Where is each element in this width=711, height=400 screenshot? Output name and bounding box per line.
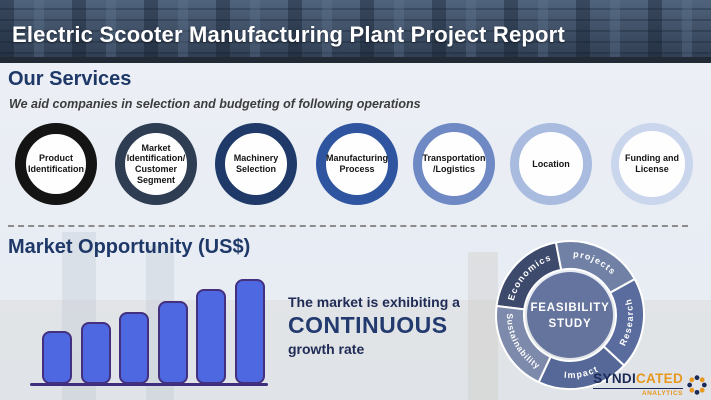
services-heading: Our Services bbox=[8, 68, 132, 90]
growth-bar bbox=[80, 322, 111, 384]
service-circle: Market Identification/ Customer Segment bbox=[115, 123, 197, 205]
logo-word-part1: SYNDI bbox=[593, 371, 636, 387]
section-divider bbox=[8, 225, 688, 227]
donut-center-circle bbox=[527, 272, 613, 358]
growth-bar bbox=[119, 312, 149, 384]
growth-bar bbox=[157, 301, 188, 384]
service-circle: Transportation /Logistics bbox=[413, 123, 495, 205]
background-chimney bbox=[468, 252, 498, 400]
growth-statement: The market is exhibiting a CONTINUOUS gr… bbox=[288, 294, 460, 357]
service-circle-label: Manufacturing Process bbox=[326, 153, 388, 174]
donut-center-line1: FEASIBILITY bbox=[530, 302, 609, 314]
page-title: Electric Scooter Manufacturing Plant Pro… bbox=[12, 22, 565, 47]
service-circle-label: Market Identification/ Customer Segment bbox=[126, 142, 186, 185]
service-circle-label: Location bbox=[532, 158, 570, 169]
service-circle-label: Transportation /Logistics bbox=[422, 153, 486, 174]
growth-bar bbox=[42, 331, 72, 384]
logo-globe-icon bbox=[687, 374, 707, 395]
growth-statement-line1: The market is exhibiting a bbox=[288, 294, 460, 310]
service-circle: Product Identification bbox=[15, 123, 97, 205]
header-banner: Electric Scooter Manufacturing Plant Pro… bbox=[0, 0, 711, 63]
logo-wordmark: SYNDICATED bbox=[593, 371, 683, 389]
feasibility-donut: Economics projects Research Impact Susta… bbox=[495, 240, 645, 390]
service-circle-label: Machinery Selection bbox=[233, 153, 279, 174]
service-circle-label: Product Identification bbox=[28, 153, 84, 174]
growth-bar bbox=[234, 279, 265, 384]
growth-bar-chart bbox=[30, 266, 268, 386]
chart-baseline bbox=[30, 383, 268, 386]
service-circle: Funding and License bbox=[611, 123, 693, 205]
service-circle: Machinery Selection bbox=[215, 123, 297, 205]
service-circle: Location bbox=[510, 123, 592, 205]
logo-word-part2: CATED bbox=[636, 371, 683, 387]
logo-subtext: ANALYTICS bbox=[641, 390, 683, 397]
growth-statement-emphasis: CONTINUOUS bbox=[288, 312, 448, 338]
donut-segment-sustainability bbox=[495, 304, 552, 384]
market-heading: Market Opportunity (US$) bbox=[8, 236, 251, 258]
service-circle-label: Funding and License bbox=[625, 153, 679, 174]
services-subtitle: We aid companies in selection and budget… bbox=[9, 97, 421, 111]
service-circle: Manufacturing Process bbox=[316, 123, 398, 205]
syndicated-analytics-logo: SYNDICATED ANALYTICS bbox=[593, 371, 708, 397]
donut-center-line2: STUDY bbox=[549, 318, 592, 330]
growth-bar bbox=[196, 289, 226, 384]
logo-text: SYNDICATED ANALYTICS bbox=[593, 371, 683, 397]
growth-statement-line3: growth rate bbox=[288, 341, 365, 357]
